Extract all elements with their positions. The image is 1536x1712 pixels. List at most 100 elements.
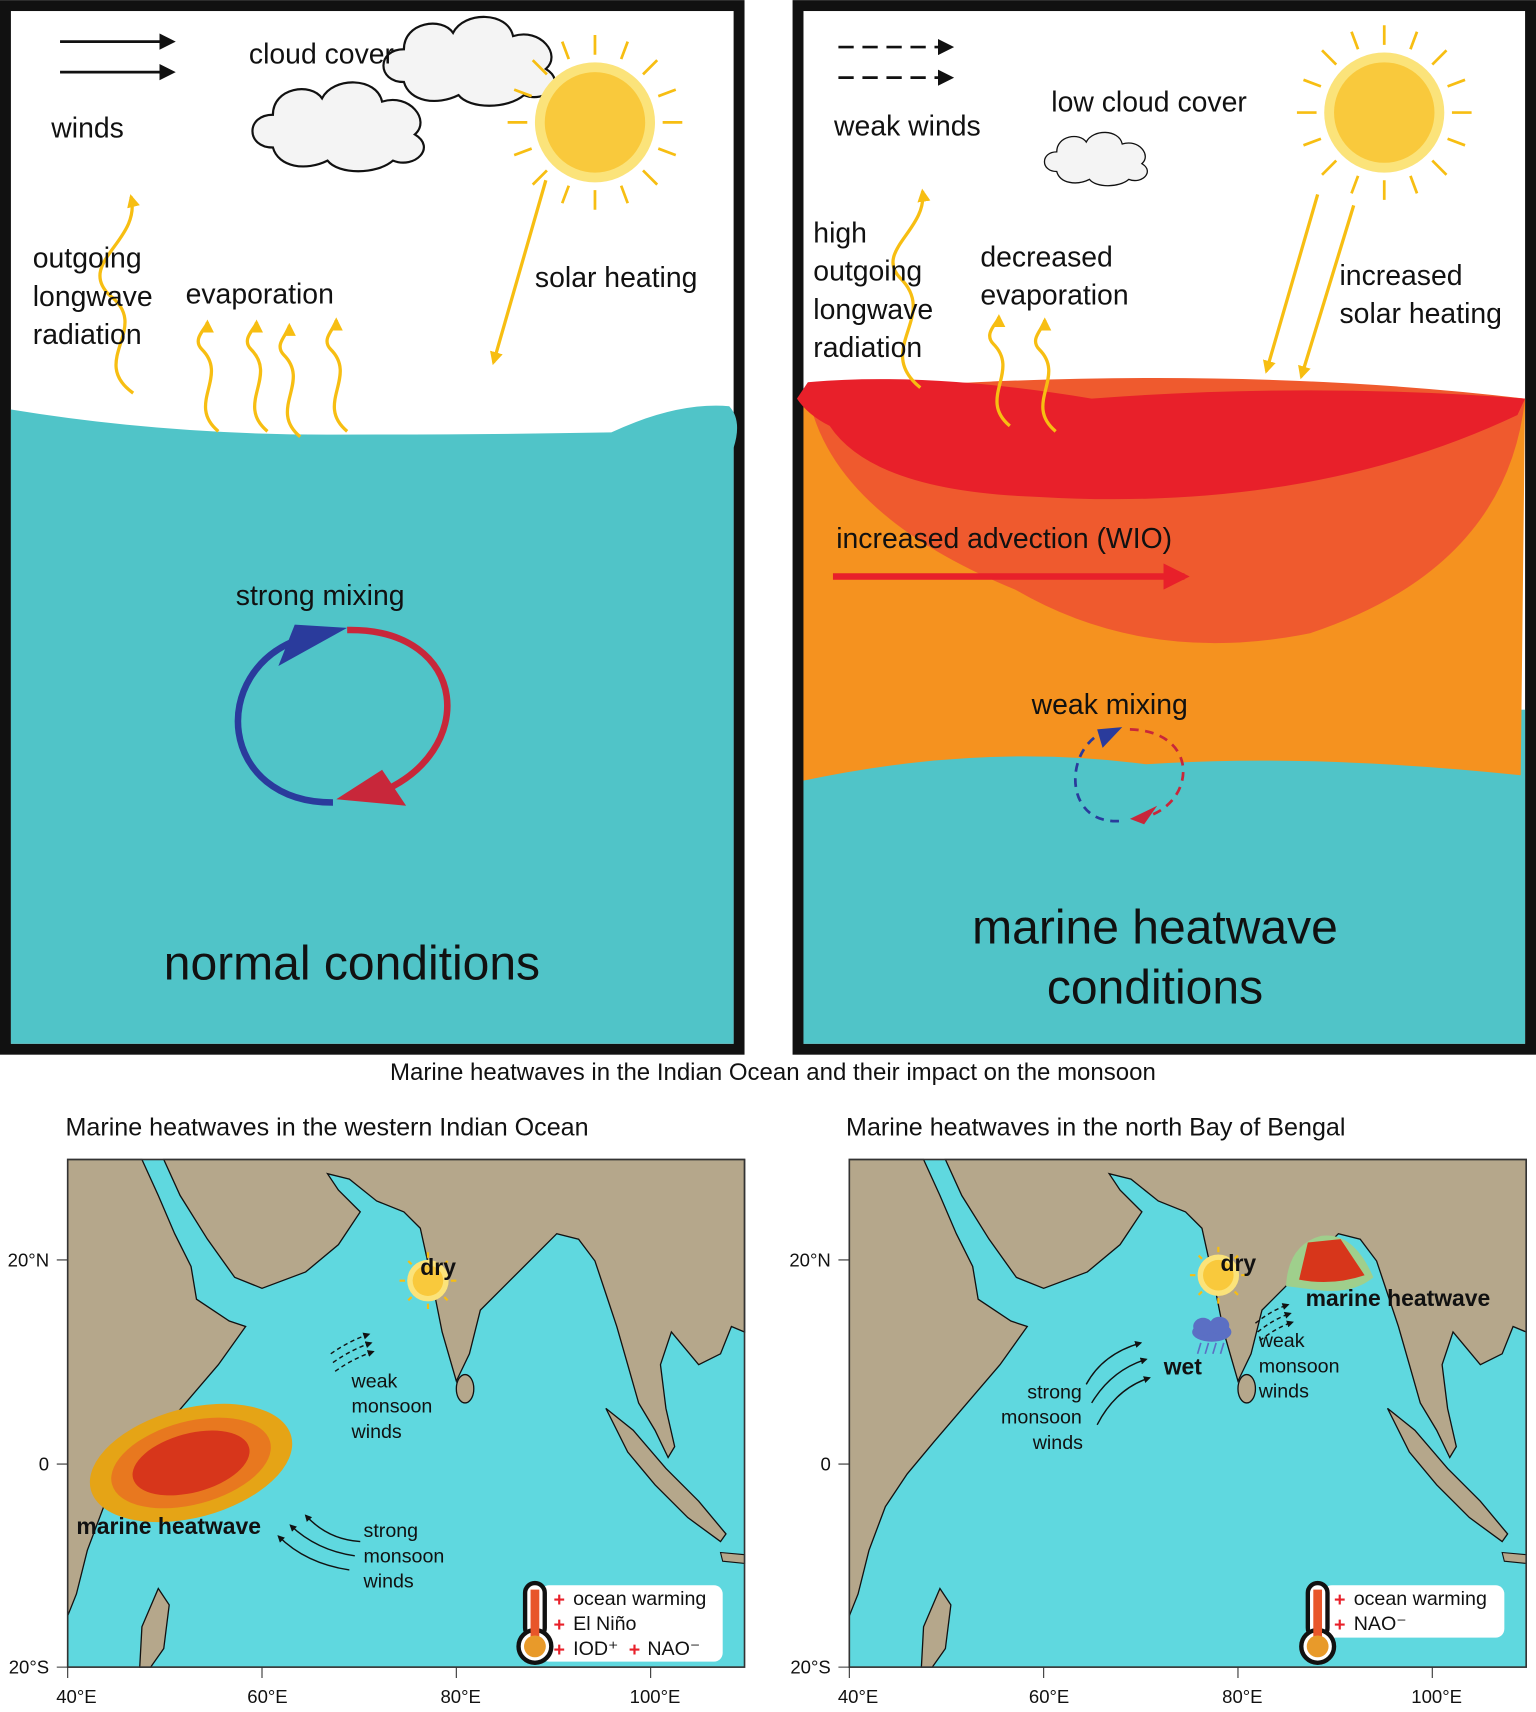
shape	[1259, 1320, 1294, 1342]
shape	[1323, 1585, 1505, 1638]
shape	[544, 72, 646, 173]
map-west: Marine heatwaves in the western Indian O…	[8, 1113, 746, 1707]
label: 40°E	[838, 1686, 878, 1707]
shape	[1192, 1316, 1232, 1355]
shape	[289, 1524, 355, 1557]
shape	[1299, 1239, 1365, 1283]
shape	[277, 1332, 375, 1571]
shape	[1085, 1341, 1143, 1385]
label: 20°S	[790, 1657, 830, 1678]
label: 60°E	[247, 1686, 287, 1707]
label: weak winds	[833, 110, 981, 142]
label: 100°E	[1411, 1686, 1462, 1707]
label: Marine heatwaves in the north Bay of Ben…	[846, 1113, 1345, 1141]
label: monsoon	[364, 1545, 445, 1567]
label: dry	[1221, 1250, 1257, 1276]
label: 20°S	[9, 1657, 49, 1678]
shape	[507, 35, 683, 210]
shape	[1074, 728, 1120, 823]
shape	[838, 1259, 1433, 1679]
shape	[1298, 204, 1356, 380]
label: evaporation	[980, 280, 1128, 312]
shape	[988, 314, 1011, 428]
label: increased advection (WIO)	[836, 523, 1172, 555]
label: 80°E	[440, 1686, 480, 1707]
shape	[490, 179, 548, 366]
shape	[66, 1158, 746, 1668]
label: weak	[1258, 1330, 1305, 1352]
shape	[1257, 1311, 1292, 1333]
shape	[1129, 805, 1158, 825]
label: increased	[1339, 260, 1462, 292]
label: winds	[1032, 1432, 1083, 1454]
shape	[278, 624, 348, 667]
label: winds	[1258, 1380, 1309, 1402]
label: strong	[364, 1520, 419, 1542]
label: marine heatwave	[76, 1513, 261, 1539]
label: radiation	[33, 319, 142, 351]
label: conditions	[1047, 961, 1263, 1014]
icon	[1301, 1583, 1334, 1663]
shape: +	[1334, 1614, 1345, 1636]
label: El Niño	[573, 1613, 636, 1635]
shape	[507, 35, 683, 210]
label: marine heatwave	[1306, 1285, 1491, 1311]
label: weak	[351, 1371, 398, 1393]
shape	[98, 194, 140, 395]
shape	[1334, 62, 1435, 163]
shape	[1091, 1357, 1148, 1404]
shape	[891, 188, 931, 389]
shape: +	[629, 1639, 640, 1661]
shape	[278, 322, 302, 439]
label: low cloud cover	[1051, 86, 1247, 118]
label: normal conditions	[164, 937, 540, 990]
shape	[1196, 1342, 1225, 1355]
shape	[1296, 25, 1472, 200]
label: weak mixing	[1031, 689, 1188, 721]
shape	[848, 1158, 1527, 1668]
label: monsoon	[352, 1396, 433, 1418]
label: decreased	[980, 241, 1113, 273]
shape	[1129, 728, 1185, 819]
shape: +	[1334, 1589, 1345, 1611]
caption: Marine heatwaves in the Indian Ocean and…	[390, 1059, 1156, 1086]
shape	[1096, 1376, 1151, 1426]
label: cloud cover	[249, 38, 394, 70]
icon	[519, 1583, 552, 1663]
shape	[1033, 317, 1057, 433]
label: monsoon	[1259, 1355, 1340, 1377]
label: NAO⁻	[647, 1638, 700, 1660]
shape	[540, 1585, 723, 1662]
label: strong	[1027, 1382, 1082, 1404]
shape	[1296, 25, 1472, 200]
label: solar heating	[1339, 298, 1501, 330]
shape	[796, 379, 1526, 500]
shape	[325, 317, 349, 433]
shape	[334, 1350, 375, 1372]
shape	[347, 626, 451, 797]
label: winds	[351, 1421, 402, 1443]
label: ocean warming	[573, 1588, 706, 1610]
label: outgoing	[813, 256, 922, 288]
label: longwave	[813, 294, 933, 326]
shape	[1296, 25, 1472, 200]
shape	[336, 769, 407, 806]
label: IOD⁺	[573, 1638, 618, 1660]
label: longwave	[33, 281, 153, 313]
shape	[132, 1430, 250, 1496]
heatwave-panel: low cloud cover weak winds high outgoing…	[792, 0, 1536, 1055]
shape	[1262, 193, 1320, 374]
label: marine heatwave	[972, 901, 1338, 954]
label: 60°E	[1029, 1686, 1069, 1707]
shape: +	[553, 1589, 564, 1611]
label: 0	[820, 1454, 830, 1475]
shape: + + + +	[553, 1589, 640, 1661]
shape	[1193, 1317, 1213, 1336]
shape	[10, 405, 738, 1044]
label: monsoon	[1001, 1407, 1082, 1429]
label: 40°E	[56, 1686, 96, 1707]
shape	[332, 1341, 373, 1364]
shape	[89, 1403, 293, 1523]
label: dry	[420, 1254, 456, 1280]
shape	[330, 1332, 371, 1355]
